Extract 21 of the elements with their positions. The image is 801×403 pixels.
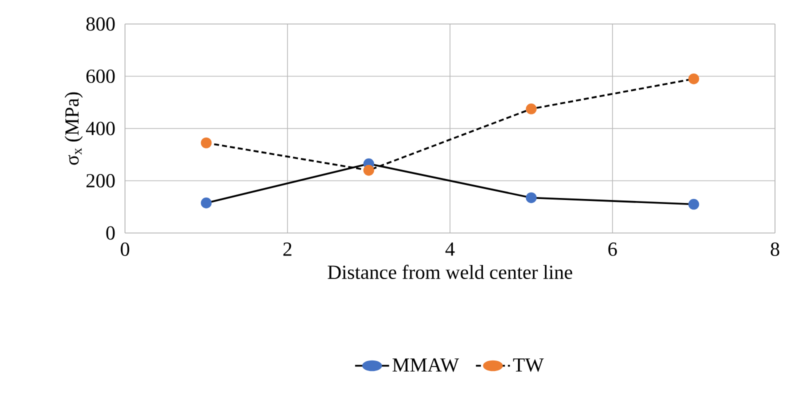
point	[200, 198, 212, 208]
x-tick-label: 0	[120, 242, 130, 256]
legend-label: TW	[513, 358, 544, 372]
x-axis-title: Distance from weld center line	[328, 264, 572, 280]
point	[688, 198, 700, 210]
point	[363, 164, 374, 176]
legend-label: MMAW	[392, 358, 459, 372]
point	[526, 104, 537, 114]
x-tick-label: 4	[445, 242, 455, 256]
y-tick-label: 0	[106, 226, 115, 240]
x-tick-label: 6	[608, 242, 617, 256]
y-axis-title: σ$_{x}$ (MPa)	[64, 92, 83, 165]
point	[688, 73, 700, 84]
point	[526, 192, 537, 204]
y-tick-label: 200	[86, 174, 115, 188]
y-tick-label: 400	[86, 122, 115, 136]
point	[200, 137, 212, 148]
y-tick-label: 600	[86, 70, 115, 83]
x-tick-label: 8	[770, 242, 780, 256]
y-tick-label: 800	[86, 17, 115, 31]
x-tick-label: 2	[283, 242, 292, 256]
